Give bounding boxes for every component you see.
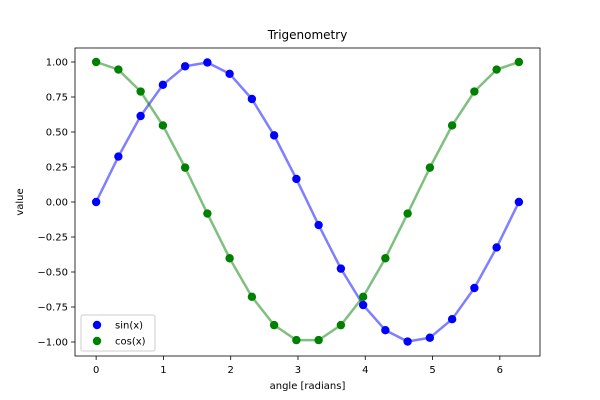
legend-label: sin(x) <box>115 321 143 332</box>
data-point <box>470 283 479 293</box>
data-point <box>425 333 435 342</box>
data-point <box>314 335 323 345</box>
y-axis: −1.00 −0.75 −0.50 −0.25 0.00 0.25 0.50 0.75 1.00 <box>37 58 75 349</box>
data-point <box>247 94 257 104</box>
x-tick-label: 2 <box>228 365 234 376</box>
data-point <box>114 65 123 74</box>
data-point <box>447 121 457 130</box>
y-tick-label: 0.75 <box>46 93 68 104</box>
data-point <box>247 292 257 302</box>
data-point <box>136 87 145 96</box>
x-tick-label: 3 <box>295 365 301 376</box>
legend-marker <box>92 336 102 346</box>
y-axis-label: value <box>15 188 26 215</box>
plot-area <box>91 57 524 346</box>
y-tick-label: −0.50 <box>37 268 68 279</box>
data-point <box>180 163 190 172</box>
series-line-0 <box>94 61 521 343</box>
data-point <box>91 57 101 67</box>
y-tick-label: −0.25 <box>37 233 68 244</box>
data-point <box>514 57 524 67</box>
y-tick-label: 0.50 <box>46 128 68 139</box>
series-line-1 <box>94 60 521 342</box>
data-point <box>136 111 145 121</box>
legend-marker <box>92 320 102 330</box>
data-point <box>203 209 212 218</box>
data-point <box>314 220 323 230</box>
data-point <box>225 254 234 263</box>
data-point <box>381 254 390 263</box>
data-point <box>158 121 168 130</box>
data-point <box>425 163 435 172</box>
legend-label: cos(x) <box>115 337 146 348</box>
data-point <box>158 80 168 89</box>
y-tick-label: 0.00 <box>46 198 68 209</box>
data-point <box>114 152 123 161</box>
data-point <box>203 58 212 67</box>
x-axis-label: angle [radians] <box>270 381 346 392</box>
data-point <box>225 69 234 78</box>
y-tick-label: 1.00 <box>46 58 68 69</box>
x-tick-label: 0 <box>93 365 99 376</box>
x-tick-label: 4 <box>362 365 368 376</box>
data-point <box>336 264 346 273</box>
y-tick-label: −0.75 <box>37 303 68 314</box>
data-point <box>403 337 412 346</box>
data-point <box>447 315 457 324</box>
data-point <box>269 320 279 330</box>
y-tick-label: 0.25 <box>46 163 68 174</box>
data-point <box>514 197 524 207</box>
data-point <box>358 292 368 302</box>
data-point <box>358 300 368 310</box>
data-point <box>470 87 479 96</box>
data-point <box>292 174 301 184</box>
data-point <box>91 197 101 207</box>
data-point <box>492 243 501 252</box>
data-point <box>336 320 346 330</box>
data-point <box>403 209 412 218</box>
legend: sin(x) cos(x) <box>80 314 156 352</box>
y-tick-label: −1.00 <box>37 338 68 349</box>
x-tick-label: 5 <box>429 365 435 376</box>
data-point <box>269 131 279 140</box>
data-point <box>492 65 501 74</box>
x-axis: 0 1 2 3 4 5 6 <box>93 356 503 376</box>
x-tick-label: 6 <box>497 365 503 376</box>
data-point <box>292 335 301 345</box>
data-point <box>180 62 190 71</box>
chart-title: Trigenometry <box>267 28 348 42</box>
x-tick-label: 1 <box>160 365 166 376</box>
data-point <box>381 326 390 335</box>
